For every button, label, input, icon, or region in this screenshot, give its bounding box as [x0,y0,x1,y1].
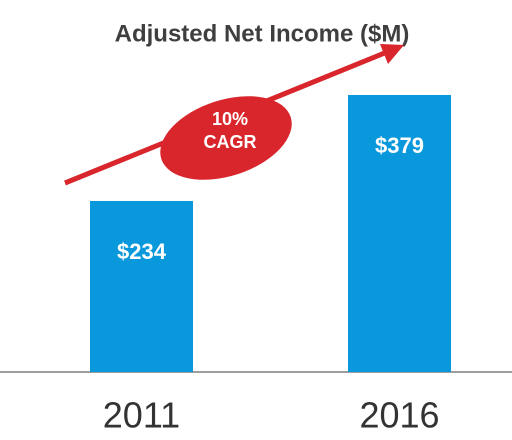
value-label: $234 [117,239,167,264]
x-tick-label: 2011 [103,395,180,436]
cagr-label: 10% [212,109,248,129]
chart-title: Adjusted Net Income ($M) [115,20,410,47]
cagr-arrowhead [380,44,404,64]
bar [348,95,451,372]
x-tick-label: 2016 [359,395,439,436]
cagr-badge [160,96,292,180]
cagr-label: CAGR [204,132,257,152]
bar [90,200,193,372]
value-label: $379 [375,133,424,158]
